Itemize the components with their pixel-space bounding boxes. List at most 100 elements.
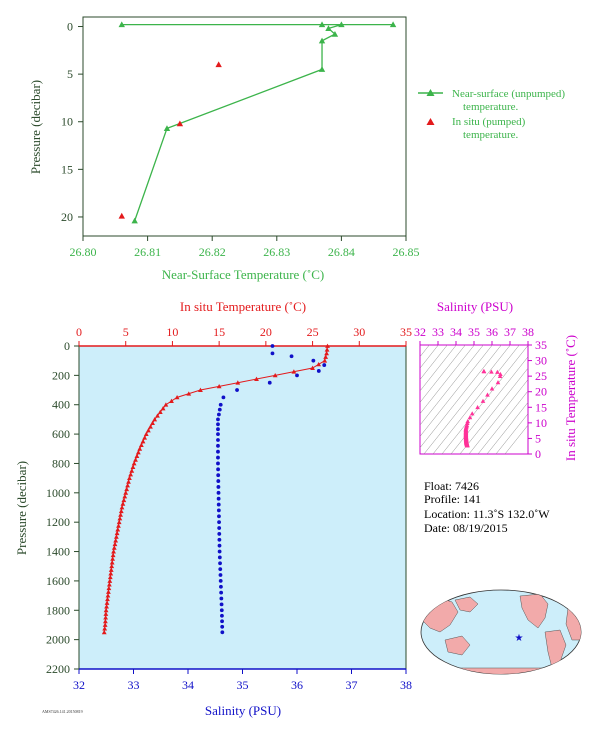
- in-situ-point: [176, 120, 184, 127]
- temperature-point: [118, 512, 123, 517]
- near-surface-point: [318, 37, 326, 44]
- ts-point: [464, 420, 470, 426]
- density-contour: [459, 367, 528, 454]
- salinity-point: [217, 532, 222, 536]
- temp-tick-label: 25: [307, 325, 319, 339]
- salinity-point: [216, 461, 220, 466]
- temperature-point: [117, 516, 123, 521]
- land-australia: [444, 635, 471, 656]
- ts-point: [465, 419, 470, 424]
- main-y-axis-title: Pressure (decibar): [14, 461, 29, 555]
- main-plot-frame: [78, 345, 407, 670]
- temperature-point: [106, 589, 111, 594]
- temperature-point: [105, 596, 110, 602]
- near-surface-point: [338, 21, 345, 28]
- ts-temp-tick-label: 5: [535, 431, 541, 445]
- temp-tick-label: 35: [400, 325, 412, 339]
- salinity-point: [289, 354, 294, 359]
- salinity-point: [218, 567, 223, 572]
- temperature-point: [116, 523, 121, 528]
- salinity-point: [311, 358, 316, 363]
- salinity-point: [220, 613, 224, 618]
- density-contour: [423, 345, 511, 454]
- temperature-point: [105, 593, 111, 598]
- temperature-point: [111, 545, 117, 550]
- temperature-point: [115, 527, 121, 532]
- salinity-point: [216, 490, 221, 495]
- temperature-point: [108, 567, 114, 572]
- footer-code: AMS7426.141.20150819: [42, 709, 83, 714]
- temperature-point: [119, 505, 125, 510]
- salinity-point: [216, 479, 221, 483]
- salinity-point: [295, 373, 299, 378]
- density-contour: [450, 356, 528, 454]
- temperature-point: [160, 405, 166, 411]
- temperature-point: [131, 461, 137, 466]
- salinity-point: [216, 427, 220, 432]
- salinity-point: [216, 412, 221, 417]
- temperature-point: [102, 622, 108, 627]
- ts-point: [475, 404, 480, 410]
- salinity-point: [270, 351, 275, 356]
- temperature-point: [106, 585, 112, 591]
- top-x-tick-label: 26.83: [263, 245, 290, 259]
- top-x-tick-label: 26.81: [134, 245, 161, 259]
- density-contour-set: [420, 345, 528, 454]
- temperature-point: [130, 464, 136, 470]
- salinity-tick-label: 34: [182, 678, 194, 692]
- salinity-point: [220, 619, 224, 624]
- density-contour: [441, 345, 528, 454]
- salinity-point: [217, 526, 222, 530]
- temperature-point: [169, 398, 174, 403]
- ts-temp-tick-label: 0: [535, 447, 541, 461]
- density-contour: [420, 345, 448, 380]
- world-map: ★: [420, 589, 582, 675]
- salinity-tick-label: 36: [291, 678, 303, 692]
- temperature-point: [107, 574, 113, 580]
- ts-temp-tick-label: 10: [535, 416, 547, 430]
- ts-point: [480, 398, 486, 403]
- temp-tick-label: 20: [260, 325, 272, 339]
- temperature-point: [103, 615, 109, 620]
- temperature-point: [124, 486, 130, 492]
- density-contour: [495, 413, 528, 454]
- salinity-point: [270, 344, 275, 348]
- temperature-point: [322, 358, 328, 363]
- temperature-point: [112, 541, 118, 547]
- temperature-point: [272, 372, 278, 378]
- salinity-point: [322, 363, 327, 367]
- temperature-point: [104, 600, 110, 605]
- salinity-point: [218, 573, 223, 577]
- near-surface-chart: 26.80 26.81 26.82 26.83 26.84 26.85 05101520 …: [28, 16, 565, 282]
- top-x-tick-label: 26.80: [70, 245, 97, 259]
- near-surface-point: [331, 30, 339, 37]
- density-contours: [420, 345, 528, 454]
- temperature-point: [323, 354, 329, 359]
- salinity-point: [218, 402, 223, 407]
- temperature-point: [101, 629, 107, 635]
- temperature-point: [107, 578, 113, 583]
- land-east-asia: [454, 596, 479, 613]
- ts-salinity-tick-label: 38: [522, 325, 534, 339]
- temperature-point: [103, 607, 109, 613]
- ts-salinity-tick-label: 34: [450, 325, 462, 339]
- temperature-point: [291, 369, 297, 374]
- ts-point: [485, 392, 490, 397]
- ts-salinity-tick-label: 35: [468, 325, 480, 339]
- pressure-tick-label: 1200: [46, 515, 70, 529]
- pressure-tick-label: 400: [52, 398, 70, 412]
- salinity-tick-label: 37: [346, 678, 358, 692]
- temperature-point: [102, 626, 108, 631]
- near-surface-point: [118, 21, 125, 28]
- top-y-tick-label: 15: [61, 162, 73, 176]
- temperature-point: [116, 519, 122, 525]
- legend-label-near-surface: Near-surface (unpumped) temperature.: [452, 88, 565, 113]
- temperature-point: [148, 424, 153, 429]
- temperature-point: [140, 439, 146, 444]
- salinity-point: [316, 369, 321, 373]
- top-y-tick-label: 20: [61, 210, 73, 224]
- salinity-point: [217, 514, 221, 519]
- salinity-point: [216, 449, 220, 454]
- ts-point: [489, 386, 495, 391]
